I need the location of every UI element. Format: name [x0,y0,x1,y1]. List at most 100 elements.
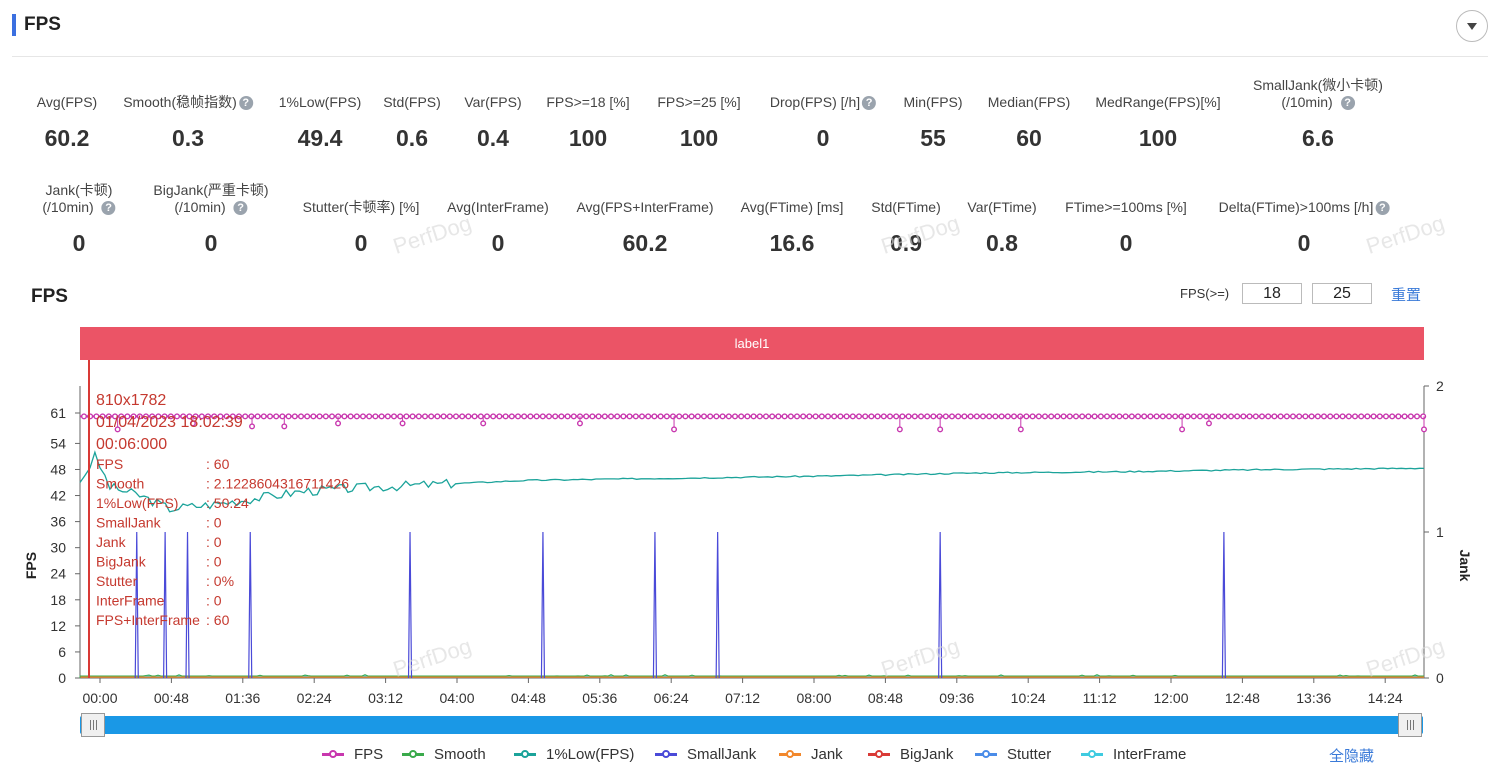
help-icon[interactable]: ? [862,96,877,110]
legend-item-1-low-fps-[interactable]: 1%Low(FPS) [514,745,634,763]
time-range-slider[interactable] [80,716,1423,734]
legend-item-stutter[interactable]: Stutter [975,745,1051,763]
fps-point [477,413,484,420]
fps-point [440,413,447,420]
legend-item-bigjank[interactable]: BigJank [868,745,953,763]
label-band[interactable]: label1 [80,327,1424,360]
fps-point [1370,413,1377,420]
fps-point [651,413,658,420]
fps-point [242,413,249,420]
fps-point [539,413,546,420]
row1-metric: Drop(FPS) [/h]? 0 [770,94,877,152]
row1-metric: Avg(FPS) 60.2 [37,94,97,152]
fps-point [1184,413,1191,420]
fps-point [1240,413,1247,420]
metric-value: 0 [1297,230,1311,256]
threshold-input-1[interactable]: 18 [1242,283,1302,304]
fps-point [281,423,288,430]
fps-point [465,413,472,420]
fps-point [719,413,726,420]
fps-point [570,413,577,420]
metric-value: 16.6 [769,230,815,256]
metric-label: Median(FPS) [987,94,1071,110]
fps-point [217,413,224,420]
fps-point [620,413,627,420]
fps-point [533,413,540,420]
metric-label: Std(FPS) [383,94,441,110]
fps-point [896,426,903,433]
metric-value: 0 [491,230,505,256]
x-tick-label: 08:48 [868,690,903,705]
tooltip-value: : 0 [206,515,222,531]
tooltip-header: 810x1782 [96,392,166,409]
metric-label: Avg(FPS+InterFrame) [576,199,714,215]
fps-point [893,413,900,420]
metric-label: Min(FPS) [903,94,963,110]
y-tick-label: 48 [50,461,66,477]
fps-point [1215,413,1222,420]
fps-point [1333,413,1340,420]
fps-point [1179,426,1186,433]
fps-point [1320,413,1327,420]
y2-axis-label: Jank [1457,550,1473,582]
page-title: FPS [24,14,61,35]
fps-point [1097,413,1104,420]
fps-point [391,413,398,420]
legend-item-interframe[interactable]: InterFrame [1081,745,1186,763]
fps-point [639,413,646,420]
metric-label: FTime>=100ms [%] [1065,199,1187,215]
fps-point [521,413,528,420]
metric-label: Var(FTime) [967,199,1037,215]
fps-point [173,413,180,420]
fps-point [298,413,305,420]
help-icon[interactable]: ? [101,201,116,215]
help-icon[interactable]: ? [233,201,248,215]
threshold-input-2[interactable]: 25 [1312,283,1372,304]
metric-value: 49.4 [297,125,343,151]
fps-point [285,413,292,420]
fps-point [496,413,503,420]
hide-all-button[interactable]: 全隐藏 [1329,748,1375,765]
fps-point [360,413,367,420]
help-icon[interactable]: ? [1340,96,1355,110]
help-icon[interactable]: ? [1375,201,1390,215]
tooltip-key: FPS+InterFrame [96,612,200,628]
fps-point [1017,413,1024,420]
tooltip-value: : 2.1228604316711426 [206,476,349,492]
legend-item-smooth[interactable]: Smooth [402,745,486,763]
fps-point [1382,413,1389,420]
fps-point [1035,413,1042,420]
fps-point [750,413,757,420]
metric-label: Avg(InterFrame) [447,199,549,215]
tooltip-key: InterFrame [96,593,165,609]
fps-point [422,413,429,420]
fps-point [1227,413,1234,420]
metric-value: 60 [1016,125,1042,151]
legend-item-jank[interactable]: Jank [779,745,843,763]
fps-point [645,413,652,420]
metric-value: 6.6 [1302,125,1334,151]
reset-button[interactable]: 重置 [1391,287,1422,304]
metric-label: FPS>=18 [%] [546,94,630,110]
help-icon[interactable]: ? [238,96,253,110]
row2-metric: Avg(InterFrame) 0 [447,199,549,257]
legend-item-smalljank[interactable]: SmallJank [655,745,756,763]
fps-point [1289,413,1296,420]
fps-point [905,413,912,420]
y-tick-label: 54 [50,435,66,451]
fps-point [670,413,677,420]
fps-point [1234,413,1241,420]
collapse-button[interactable] [1456,10,1488,42]
x-tick-label: 04:00 [439,690,474,705]
tooltip-key: 1%Low(FPS) [96,495,178,511]
row1-metric: Smooth(稳帧指数)? 0.3 [123,94,253,152]
fps-point [235,413,242,420]
legend-item-fps[interactable]: FPS [322,745,383,763]
fps-point [1327,413,1334,420]
metric-value: 0 [1119,230,1133,256]
slider-handle-left[interactable] [81,713,105,737]
slider-handle-right[interactable] [1398,713,1422,737]
tooltip-header: 00:06:000 [96,436,167,453]
fps-point [949,413,956,420]
